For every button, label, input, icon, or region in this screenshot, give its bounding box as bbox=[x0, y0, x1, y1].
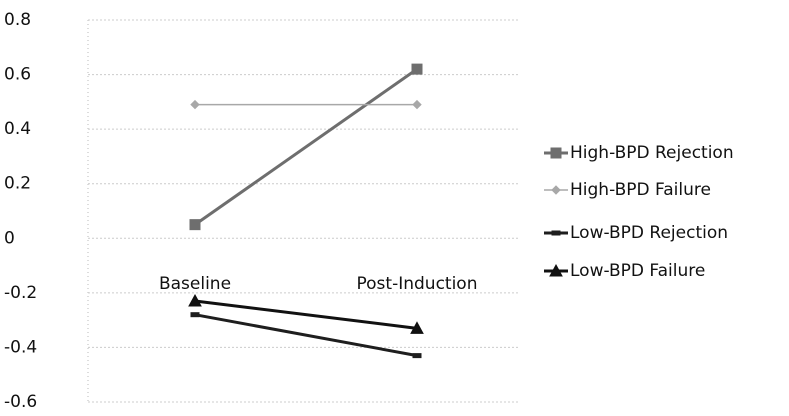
point bbox=[410, 321, 424, 334]
x-tick-label: Baseline bbox=[159, 274, 231, 294]
legend-label: High-BPD Rejection bbox=[570, 143, 734, 163]
legend-marker bbox=[551, 185, 561, 195]
y-tick-label: 0.6 bbox=[4, 65, 31, 85]
legend-label: Low-BPD Rejection bbox=[570, 223, 728, 243]
legend-marker bbox=[551, 230, 561, 236]
y-tick-label: 0.8 bbox=[4, 10, 31, 30]
legend-marker bbox=[550, 147, 562, 159]
point bbox=[190, 99, 200, 110]
x-tick-label: Post-Induction bbox=[357, 274, 478, 294]
legend-marker bbox=[549, 263, 563, 277]
point bbox=[411, 63, 423, 75]
y-tick-label: 0.4 bbox=[4, 119, 31, 139]
point bbox=[412, 99, 422, 110]
series-line bbox=[194, 299, 418, 330]
y-tick-label: -0.4 bbox=[4, 337, 37, 357]
point bbox=[190, 312, 200, 318]
y-tick-label: -0.6 bbox=[4, 392, 37, 412]
point bbox=[412, 353, 422, 359]
legend-label: Low-BPD Failure bbox=[570, 261, 705, 281]
y-tick-label: -0.2 bbox=[4, 283, 37, 303]
series-line bbox=[194, 313, 418, 358]
point bbox=[188, 293, 202, 307]
point bbox=[189, 219, 201, 231]
series-line bbox=[194, 67, 418, 226]
legend-label: High-BPD Failure bbox=[570, 180, 711, 200]
y-tick-label: 0.2 bbox=[4, 174, 31, 194]
y-tick-label: 0 bbox=[4, 228, 15, 248]
